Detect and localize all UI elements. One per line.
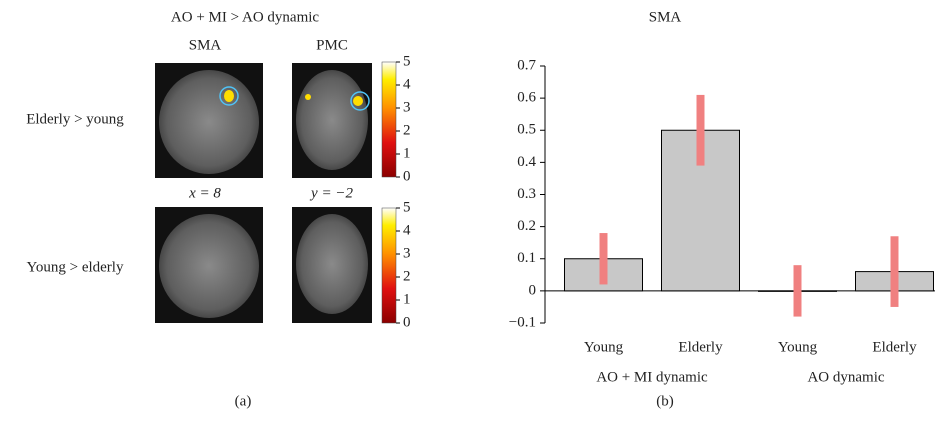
coordinate-label: y = −2 [309,185,353,201]
colorbar-tick-label: 4 [403,76,411,92]
panel-label: (b) [656,393,674,409]
panel-label: (a) [235,393,252,409]
colorbar-tick-label: 2 [403,268,411,284]
y-tick-label: 0 [529,282,537,298]
colorbar-tick-label: 3 [403,245,411,261]
colorbar-tick-label: 2 [403,122,411,138]
colorbar-tick-label: 1 [403,291,411,307]
row-label: Elderly > young [26,111,124,127]
group-label: AO + MI dynamic [596,369,708,385]
y-tick-label: 0.4 [517,154,536,170]
brain-image [292,207,372,323]
error-bar [793,265,802,317]
column-label: SMA [189,37,222,53]
colorbar-tick-label: 0 [403,314,411,330]
colorbar [381,207,397,324]
colorbar-tick-label: 5 [403,53,411,69]
y-tick-label: 0.1 [517,250,536,266]
y-tick-label: 0.5 [517,122,536,138]
group-label: AO dynamic [807,369,884,385]
brain-image [155,207,263,323]
brain-image [155,63,263,178]
error-bar [599,233,608,285]
x-tick-label: Elderly [872,339,917,355]
colorbar-tick-label: 0 [403,168,411,184]
x-tick-label: Young [584,339,624,355]
panel-title: AO + MI > AO dynamic [171,9,319,25]
row-label: Young > elderly [27,259,124,275]
y-tick-label: −0.1 [509,314,536,330]
y-tick-label: 0.6 [517,90,536,106]
colorbar-tick-label: 5 [403,199,411,215]
chart-title: SMA [649,9,682,25]
colorbar-tick-label: 1 [403,145,411,161]
error-bar [696,94,705,166]
colorbar [381,61,397,178]
error-bar [890,236,899,307]
y-tick-label: 0.2 [517,218,536,234]
brain-image [292,63,372,178]
y-tick-label: 0.7 [517,57,536,73]
y-tick-label: 0.3 [517,186,536,202]
x-tick-label: Young [778,339,818,355]
x-tick-label: Elderly [678,339,723,355]
colorbar-tick-label: 4 [403,222,411,238]
column-label: PMC [316,37,348,53]
coordinate-label: x = 8 [188,185,221,201]
colorbar-tick-label: 3 [403,99,411,115]
